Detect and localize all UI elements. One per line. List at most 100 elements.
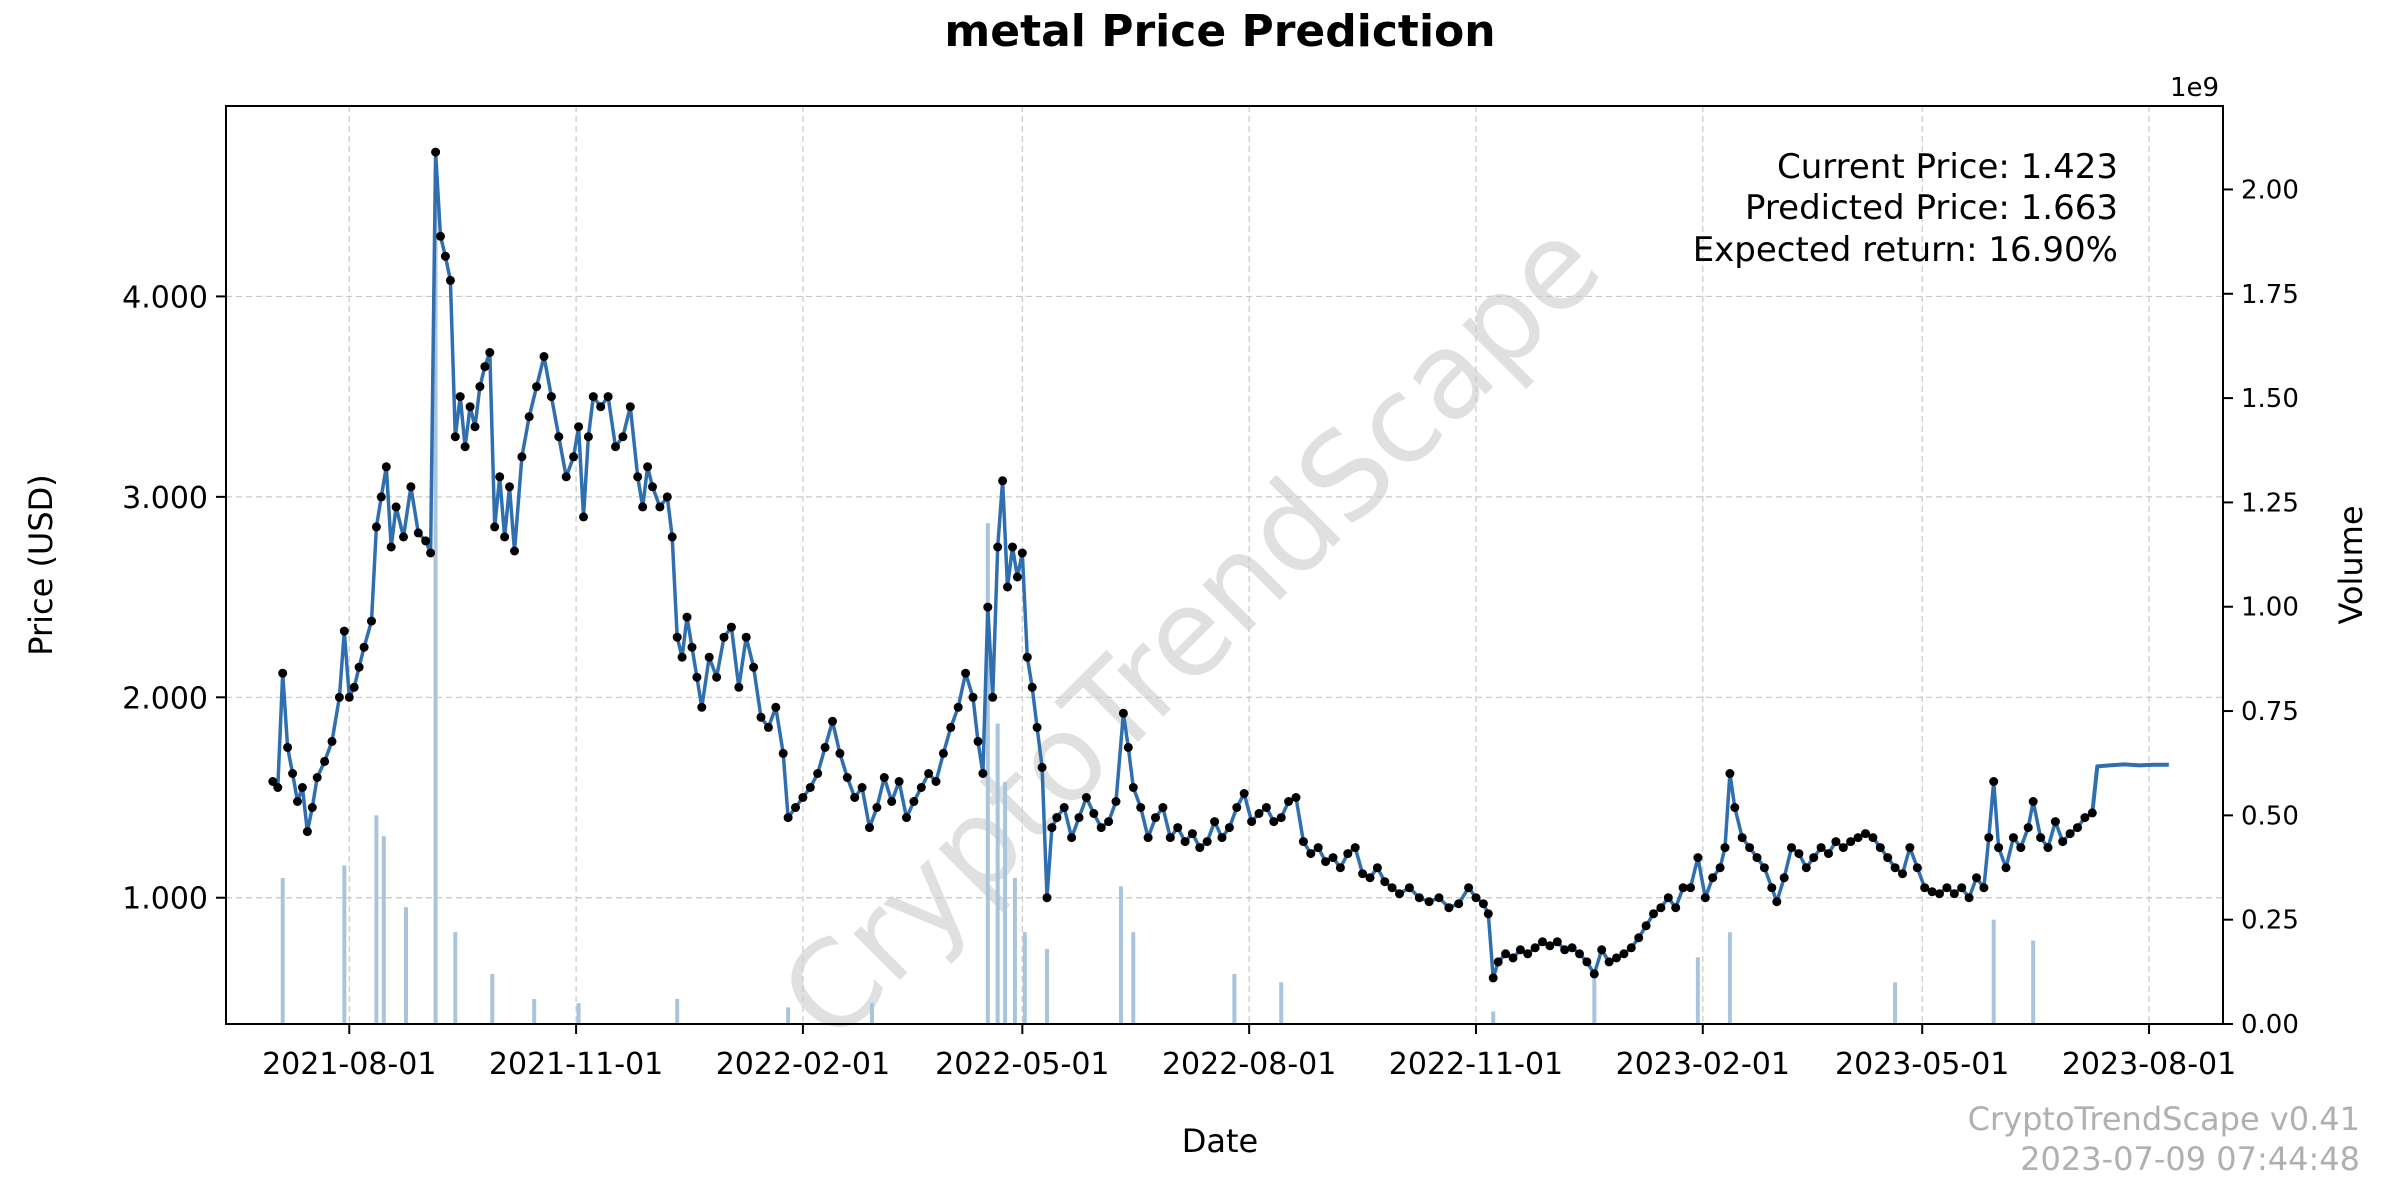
price-marker (532, 382, 542, 392)
price-marker (667, 532, 677, 542)
volume-bar (1044, 948, 1049, 1024)
price-marker (1626, 943, 1636, 953)
x-tick-label: 2023-05-01 (1835, 1047, 2009, 1082)
price-marker (431, 147, 441, 157)
price-marker (1772, 897, 1782, 907)
price-marker (1123, 742, 1133, 752)
price-marker (1604, 957, 1614, 967)
price-marker (583, 432, 593, 442)
price-marker (1350, 843, 1360, 853)
y2-axis-label: Volume (2332, 505, 2370, 624)
price-marker (1552, 937, 1562, 947)
volume-bar (995, 723, 1000, 1024)
predicted-price-annotation: Predicted Price: 1.663 (1745, 188, 2118, 228)
price-marker (546, 392, 556, 402)
price-marker (993, 542, 1003, 552)
price-marker (1949, 889, 1959, 899)
price-marker (1700, 893, 1710, 903)
price-marker (771, 702, 781, 712)
x-tick-label: 2022-08-01 (1162, 1047, 1336, 1082)
price-marker (835, 748, 845, 758)
price-marker (820, 742, 830, 752)
volume-bar (1695, 957, 1700, 1024)
price-marker (1276, 813, 1286, 823)
price-marker (1387, 883, 1397, 893)
price-marker (288, 769, 298, 778)
price-marker (687, 642, 697, 652)
volume-bar (1727, 932, 1732, 1024)
price-marker (1434, 893, 1444, 903)
price-marker (1059, 803, 1069, 812)
price-marker (2080, 813, 2090, 823)
price-marker (1589, 969, 1599, 979)
price-marker (1686, 883, 1695, 893)
price-marker (1008, 542, 1017, 552)
price-marker (655, 502, 665, 512)
price-marker (1128, 783, 1138, 792)
x-tick-label: 2022-02-01 (716, 1047, 890, 1082)
y2-tick-label: 1.75 (2241, 280, 2299, 310)
price-marker (611, 442, 620, 452)
price-markers (268, 147, 2097, 983)
y2-tick-label: 2.00 (2241, 175, 2299, 205)
price-marker (1538, 937, 1547, 947)
price-marker (2016, 843, 2026, 853)
price-marker (1343, 849, 1353, 859)
price-marker (2073, 823, 2082, 833)
volume-bar (1022, 932, 1027, 1024)
price-marker (1042, 893, 1052, 903)
price-marker (1454, 899, 1464, 909)
price-marker (1831, 837, 1841, 847)
price-marker (828, 716, 837, 726)
price-marker (879, 773, 889, 782)
price-marker (579, 512, 588, 522)
price-marker (386, 542, 396, 552)
volume-bar (453, 932, 458, 1024)
price-marker (916, 783, 926, 792)
price-marker (1414, 893, 1424, 903)
volume-bar (1893, 982, 1898, 1024)
price-marker (1809, 853, 1819, 863)
price-marker (1261, 803, 1271, 812)
price-marker (312, 773, 322, 782)
price-marker (813, 769, 823, 778)
volume-bars (280, 168, 2036, 1024)
volume-bar (1279, 982, 1284, 1024)
price-marker (2028, 797, 2038, 806)
price-marker (603, 392, 613, 402)
price-marker (1779, 873, 1789, 883)
x-axis: 2021-08-01 2021-11-01 2022-02-01 2022-05-01… (262, 1024, 2236, 1082)
price-marker (381, 462, 391, 472)
price-marker (625, 402, 635, 412)
price-marker (1493, 957, 1503, 967)
price-marker (1321, 857, 1331, 867)
price-marker (588, 392, 598, 402)
price-marker (1269, 817, 1279, 827)
price-marker (783, 813, 793, 823)
price-marker (1232, 803, 1242, 812)
price-marker (719, 632, 729, 642)
price-marker (1217, 833, 1227, 843)
price-marker (2050, 817, 2060, 827)
price-marker (485, 348, 495, 357)
price-marker (344, 692, 354, 702)
price-marker (327, 736, 337, 746)
price-marker (988, 692, 998, 702)
price-marker (2001, 863, 2011, 873)
price-marker (1861, 829, 1870, 839)
price-marker (682, 612, 692, 622)
volume-bar (381, 836, 386, 1024)
price-marker (517, 452, 527, 462)
price-marker (1202, 837, 1212, 847)
volume-bar (280, 877, 285, 1024)
price-marker (1081, 793, 1091, 802)
price-marker (894, 777, 904, 786)
x-tick-label: 2023-02-01 (1616, 1047, 1790, 1082)
price-marker (1239, 789, 1249, 798)
price-marker (1816, 843, 1826, 853)
volume-bar (403, 907, 408, 1024)
volume-bar (869, 1003, 874, 1024)
price-marker (662, 492, 672, 502)
volume-bar (1131, 932, 1136, 1024)
